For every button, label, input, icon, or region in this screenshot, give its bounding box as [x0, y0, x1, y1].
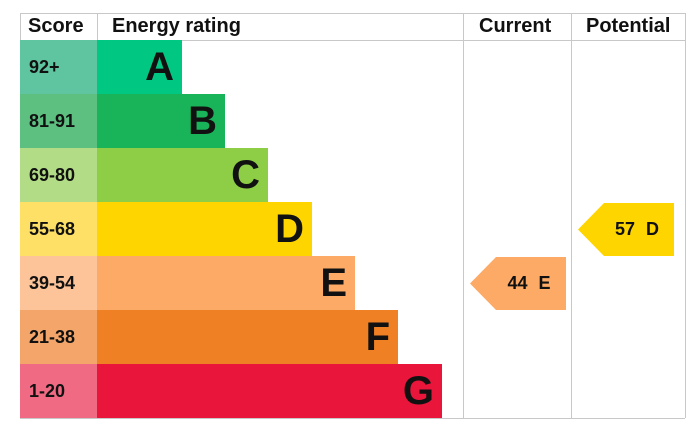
grid-line [20, 13, 685, 14]
potential-arrow: 57 D [578, 203, 674, 256]
grid-line [463, 13, 464, 418]
score-d: 55-68 [20, 202, 97, 256]
grid-line [571, 13, 572, 418]
current-arrow: 44 E [470, 257, 566, 310]
score-e: 39-54 [20, 256, 97, 310]
score-g: 1-20 [20, 364, 97, 418]
bar-g: G [97, 364, 442, 418]
bar-a: A [97, 40, 182, 94]
bar-f: F [97, 310, 398, 364]
header-potential: Potential [586, 15, 671, 37]
score-c: 69-80 [20, 148, 97, 202]
bar-e: E [97, 256, 355, 310]
bar-d: D [97, 202, 312, 256]
score-f: 21-38 [20, 310, 97, 364]
grid-line [20, 13, 21, 40]
score-a: 92+ [20, 40, 97, 94]
header-energy-rating: Energy rating [112, 15, 241, 37]
grid-line [685, 13, 686, 418]
header-current: Current [479, 15, 552, 37]
bar-c: C [97, 148, 268, 202]
score-b: 81-91 [20, 94, 97, 148]
bar-b: B [97, 94, 225, 148]
grid-line [97, 13, 98, 40]
header-score: Score [28, 15, 84, 37]
grid-line [20, 418, 685, 419]
grid-line [20, 40, 685, 41]
